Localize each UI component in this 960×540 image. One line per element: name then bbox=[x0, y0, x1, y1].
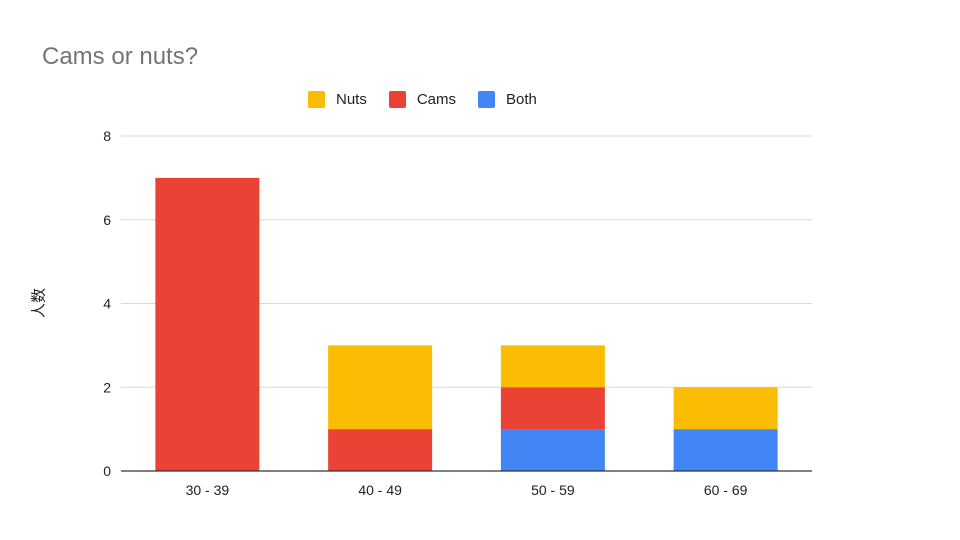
bar-nuts-4[interactable] bbox=[673, 387, 778, 430]
legend-label-cams: Cams bbox=[416, 91, 457, 108]
bar-cams-2[interactable] bbox=[328, 429, 433, 471]
y-tick-label: 2 bbox=[103, 379, 111, 395]
bar-nuts-3[interactable] bbox=[500, 345, 605, 388]
legend-label-nuts: Nuts bbox=[336, 91, 367, 108]
y-tick-label: 6 bbox=[103, 212, 111, 228]
legend-swatch-cams bbox=[388, 91, 406, 108]
legend: Nuts Cams Both bbox=[308, 91, 559, 108]
x-tick-label: 40 - 49 bbox=[358, 482, 402, 498]
legend-swatch-both bbox=[478, 91, 496, 108]
chart-title: Cams or nuts? bbox=[42, 43, 199, 70]
y-tick-label: 0 bbox=[103, 463, 111, 479]
bar-both-3[interactable] bbox=[500, 429, 605, 471]
y-tick-label: 4 bbox=[103, 296, 111, 312]
legend-swatch-nuts bbox=[308, 91, 325, 108]
bar-cams-3[interactable] bbox=[500, 387, 605, 430]
bar-nuts-2[interactable] bbox=[328, 345, 433, 430]
y-tick-label: 8 bbox=[103, 128, 111, 144]
legend-label-both: Both bbox=[506, 91, 537, 108]
x-tick-label: 30 - 39 bbox=[186, 482, 230, 498]
legend-item-nuts[interactable]: Nuts bbox=[308, 91, 367, 108]
bar-both-4[interactable] bbox=[673, 429, 778, 471]
x-tick-label: 50 - 59 bbox=[531, 482, 575, 498]
x-tick-label: 60 - 69 bbox=[704, 482, 748, 498]
legend-item-both[interactable]: Both bbox=[478, 91, 537, 108]
bar-cams-1[interactable] bbox=[155, 177, 260, 471]
legend-item-cams[interactable]: Cams bbox=[388, 91, 457, 108]
